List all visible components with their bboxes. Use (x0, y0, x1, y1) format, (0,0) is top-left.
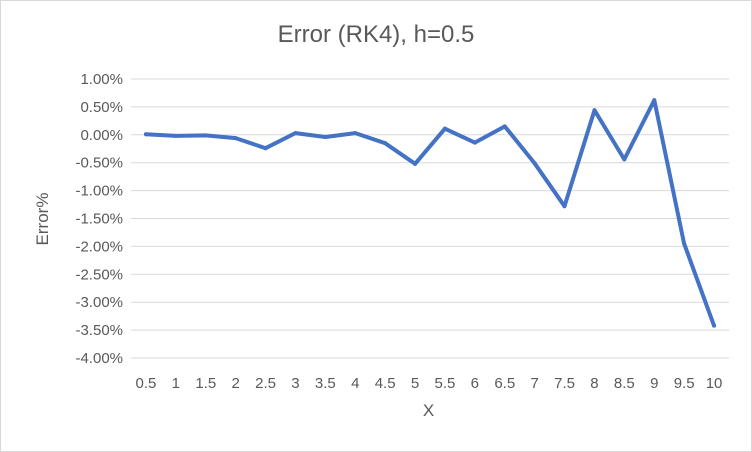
x-tick-label: 3 (291, 375, 299, 392)
data-point (442, 126, 447, 131)
data-point (682, 241, 687, 246)
gridlines (131, 78, 729, 359)
data-point (263, 146, 268, 151)
data-point (622, 157, 627, 162)
x-tick-label: 1 (172, 375, 180, 392)
x-tick-label: 4 (351, 375, 359, 392)
x-axis-ticks: 0.5 1 1.5 2 2.5 3 3.5 4 4.5 5 5.5 6 6.5 7 7.5 8 8.5 9 9.5 1… (136, 375, 723, 392)
x-tick-label: 2 (231, 375, 239, 392)
y-tick-label: -1.50% (75, 211, 123, 228)
data-point (383, 141, 388, 146)
x-tick-label: 1.5 (195, 375, 216, 392)
series-layer (143, 98, 717, 328)
data-point (143, 132, 148, 137)
data-point (472, 140, 477, 145)
data-point (502, 124, 507, 129)
y-tick-label: 0.00% (80, 127, 123, 144)
x-axis-title: X (422, 401, 435, 420)
x-tick-label: 2.5 (255, 375, 276, 392)
data-point (323, 135, 328, 140)
series-line (143, 98, 716, 328)
x-tick-label: 8 (590, 375, 598, 392)
x-tick-label: 7 (530, 375, 538, 392)
data-point (353, 131, 358, 136)
y-tick-label: -1.00% (75, 183, 123, 200)
y-tick-label: 1.00% (80, 71, 123, 88)
x-tick-label: 5 (411, 375, 419, 392)
x-tick-label: 3.5 (315, 375, 336, 392)
x-tick-label: 5.5 (435, 375, 456, 392)
chart-title: Error (RK4), h=0.5 (277, 21, 475, 48)
y-tick-label: -3.50% (75, 322, 123, 339)
y-axis-title: Error% (33, 192, 52, 246)
y-tick-label: -2.00% (75, 238, 123, 255)
x-tick-label: 9.5 (674, 375, 695, 392)
y-tick-label: 0.50% (80, 99, 123, 116)
data-point (173, 133, 178, 138)
y-tick-label: -2.50% (75, 266, 123, 283)
y-tick-label: -3.00% (75, 294, 123, 311)
data-point (592, 108, 597, 113)
y-tick-label: -0.50% (75, 155, 123, 172)
x-tick-label: 0.5 (136, 375, 157, 392)
data-point (413, 161, 418, 166)
data-point (532, 161, 537, 166)
y-tick-label: -4.00% (75, 350, 123, 367)
data-point (203, 133, 208, 138)
x-tick-label: 9 (650, 375, 658, 392)
x-tick-label: 8.5 (614, 375, 635, 392)
x-tick-label: 7.5 (554, 375, 575, 392)
data-point (712, 323, 717, 328)
x-tick-label: 6.5 (494, 375, 515, 392)
data-point (293, 131, 298, 136)
x-tick-label: 6 (471, 375, 479, 392)
x-tick-label: 4.5 (375, 375, 396, 392)
y-axis-ticks: 1.00% 0.50% 0.00% -0.50% -1.00% -1.50% -2.00% -… (75, 71, 123, 367)
data-point (562, 204, 567, 209)
data-point (652, 98, 657, 103)
x-tick-label: 10 (706, 375, 723, 392)
data-point (233, 136, 238, 141)
